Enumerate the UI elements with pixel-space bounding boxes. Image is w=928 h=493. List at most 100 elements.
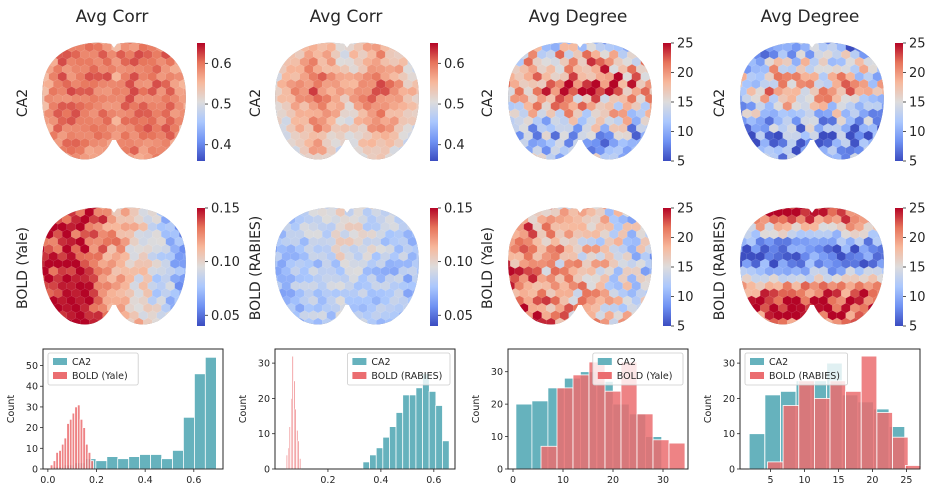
legend-label: CA2 [617,357,636,368]
y-tick-label: 0 [729,465,735,476]
y-tick-label: 20 [491,400,503,411]
hist-bar [556,387,574,470]
hist-bar [375,447,384,470]
colorbar-tick-label: 20 [909,66,926,81]
brain-map-row1-col2: 0.4 0.5 0.6 [275,42,465,161]
hist-bar [782,405,800,470]
colorbar-tick-label: 0.5 [444,98,465,113]
y-tick-label: 20 [723,394,735,405]
hist-bar [652,439,670,470]
brain-map-row2-col2: 0.05 0.10 0.15 [275,202,473,326]
legend-label: BOLD (RABIES) [769,371,840,382]
y-tick-label: 10 [26,444,38,455]
column-title-2: Avg Corr [310,7,383,27]
colorbar-tick-label: 5 [677,155,685,170]
legend-swatch [352,372,367,379]
hist-bar [172,449,185,470]
hist-bar [77,404,81,470]
hist-bar [435,405,443,470]
row-label-r2c4: BOLD (RABIES) [712,216,728,321]
hist-bar [515,403,533,470]
legend-label: CA2 [72,357,91,368]
y-tick-label: 50 [26,361,38,372]
hist-bar [798,380,815,470]
legend-swatch [352,358,367,365]
legend-swatch [750,372,764,379]
row-label-r1c2: CA2 [248,89,264,117]
histogram-row3-col2: 0.2 0.4 0.6 0 10 20 30 Count CA2 BOLD (RABIES) [238,348,456,486]
hist-bar [540,445,558,470]
hist-bar [90,460,94,470]
legend: CA2 BOLD (Yale) [592,352,684,386]
x-tick-label: 20 [866,475,878,486]
hist-bar [572,374,590,470]
colorbar-tick-label: 10 [677,290,694,305]
hist-bar [95,460,108,470]
x-tick-label: 15 [832,475,844,486]
colorbar-tick-label: 15 [677,261,694,276]
hist-bar [441,440,450,470]
colorbar [663,208,671,326]
legend-swatch [597,358,612,365]
legend-swatch [597,372,612,379]
series-ca2 [362,373,450,470]
y-axis-label: Count [238,395,249,423]
colorbar [895,208,903,326]
brain-map-row1-col4: 5 10 15 20 25 [740,37,926,170]
colorbar-tick-label: 15 [677,96,694,111]
hist-bar [428,390,437,470]
legend-label: BOLD (Yale) [72,371,128,382]
x-tick-label: 0.4 [138,475,153,486]
row-label-r1c4: CA2 [712,89,728,117]
colorbar-tick-label: 5 [909,155,917,170]
series-bold [285,355,302,470]
hist-bar [74,406,78,470]
row-label-r2c3: BOLD (Yale) [480,227,496,309]
colorbar-tick-label: 0.05 [444,309,473,324]
hist-bar [395,412,404,470]
brain-map-row2-col3: 5 10 15 20 25 [508,202,694,335]
hist-bar [63,437,68,470]
hist-bar [408,394,417,470]
hist-bar [604,390,622,470]
hist-bar [829,380,847,470]
x-tick-label: 0 [510,475,516,486]
y-tick-label: 40 [26,382,38,393]
y-axis-label: Count [6,395,17,423]
x-tick-label: 5 [768,475,774,486]
colorbar-tick-label: 10 [909,290,926,305]
hist-bar [767,461,784,470]
x-tick-label: 25 [900,475,912,486]
colorbar-tick-label: 0.5 [211,98,232,113]
y-tick-label: 0 [32,465,38,476]
hist-bar [150,454,163,470]
legend-label: CA2 [371,357,390,368]
x-tick-label: 0.2 [320,475,335,486]
hist-bar [117,458,130,470]
x-tick-label: 0.2 [89,475,104,486]
histogram-row3-col3: 0 10 20 30 0 10 20 30 Count CA2 BOLD (Yale) [471,348,689,486]
hist-bar [87,451,92,470]
hist-bar [298,457,302,470]
row-label-r2c2: BOLD (RABIES) [248,216,264,321]
legend-label: BOLD (RABIES) [371,371,442,382]
hist-bar [182,416,195,470]
hist-bar [79,418,84,470]
colorbar-tick-label: 20 [909,231,926,246]
colorbar [430,208,438,326]
legend-label: CA2 [769,357,788,368]
colorbar-tick-label: 10 [677,125,694,140]
colorbar-tick-label: 0.4 [211,138,232,153]
x-tick-label: 0.4 [373,475,388,486]
hist-bar [52,460,57,470]
hist-bar [55,451,59,470]
x-tick-label: 20 [607,475,619,486]
colorbar-tick-label: 0.10 [211,255,240,270]
brain-map-row2-col1: 0.05 0.10 0.15 [42,202,240,326]
y-tick-label: 30 [26,402,38,413]
hist-bar [860,355,878,470]
colorbar [197,43,205,161]
hist-bar [402,394,410,470]
